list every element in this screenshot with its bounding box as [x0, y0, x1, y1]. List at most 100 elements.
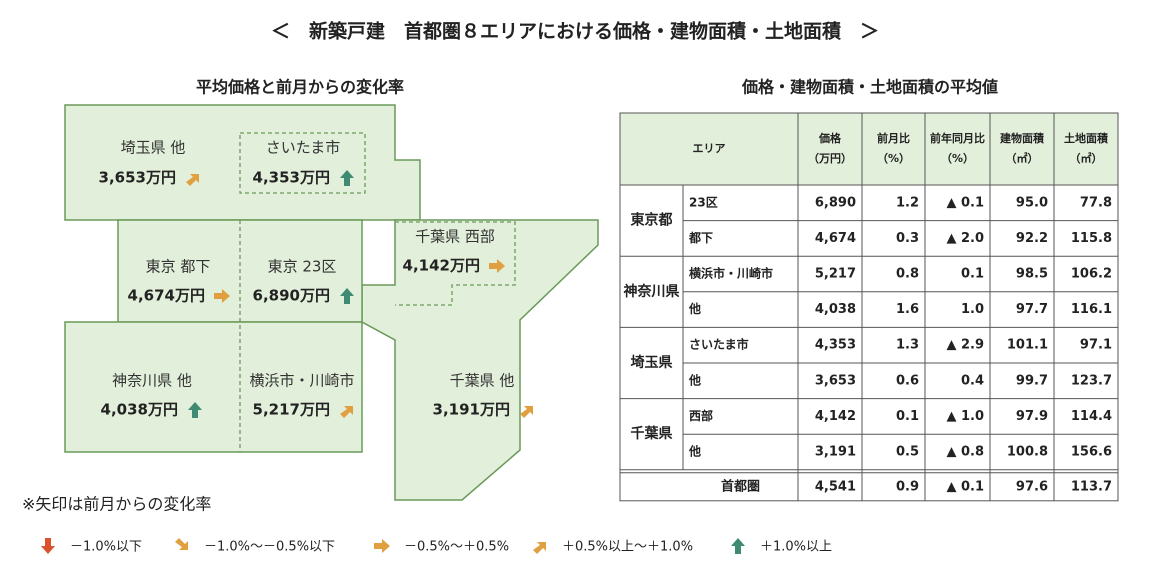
cell: 0.6 — [896, 373, 919, 388]
sub-area: 他 — [688, 301, 701, 316]
cell: 3,191 — [815, 445, 856, 460]
cell: 0.3 — [896, 231, 919, 246]
sub-area: 都下 — [688, 230, 713, 245]
area-name: 東京 都下 — [146, 258, 211, 276]
area-price: 4,674万円 — [128, 287, 205, 305]
area-name: 千葉県 他 — [450, 372, 515, 390]
legend-label: －0.5%〜＋0.5% — [404, 540, 509, 555]
cell: 92.2 — [1016, 231, 1048, 246]
cell: 95.0 — [1016, 195, 1048, 210]
area-name: さいたま市 — [266, 139, 341, 157]
cell: 100.8 — [1007, 445, 1048, 460]
cell: 114.4 — [1071, 409, 1112, 424]
sub-area: 横浜市・川崎市 — [689, 266, 773, 281]
header-cell: 土地面積 — [1064, 131, 1109, 145]
cell: 1.2 — [896, 195, 919, 210]
cell: 98.5 — [1016, 267, 1048, 282]
sub-area: 23区 — [689, 195, 718, 209]
note: ※矢印は前月からの変化率 — [22, 495, 211, 514]
cell: 116.1 — [1071, 302, 1112, 317]
saitama-city-border — [239, 132, 366, 194]
group-name: 神奈川県 — [624, 283, 680, 300]
header-cell: （万円） — [808, 152, 852, 165]
cell: 4,353 — [815, 338, 856, 353]
legend-label: －1.0%〜－0.5%以下 — [204, 540, 335, 555]
header-cell: 建物面積 — [1000, 131, 1045, 145]
area-name: 横浜市・川崎市 — [249, 372, 354, 390]
table-header-bg — [620, 113, 1118, 185]
cell: 1.0 — [961, 302, 984, 317]
cell: 0.5 — [896, 445, 919, 460]
cell: 0.8 — [896, 267, 919, 282]
cell: 6,890 — [815, 195, 856, 210]
legend-label: ＋0.5%以上〜＋1.0% — [562, 540, 693, 555]
sub-area: 他 — [688, 444, 701, 459]
cell: 5,217 — [815, 267, 856, 282]
area-price: 6,890万円 — [253, 287, 330, 305]
cell: 123.7 — [1071, 373, 1112, 388]
arrow-icon — [520, 406, 533, 418]
area-name: 東京 23区 — [268, 258, 337, 276]
arrow-icon — [533, 542, 546, 554]
chiba-west-border — [395, 221, 516, 306]
map-title: 平均価格と前月からの変化率 — [196, 78, 404, 97]
cell: 156.6 — [1071, 445, 1112, 460]
header-cell: 価格 — [818, 131, 842, 145]
sub-area: さいたま市 — [689, 337, 749, 352]
cell: 0.1 — [961, 267, 984, 282]
cell: 4,038 — [815, 302, 856, 317]
arrow-icon — [374, 539, 390, 553]
total-cell: 97.6 — [1016, 479, 1048, 494]
cell: 4,142 — [815, 409, 856, 424]
total-cell: 0.9 — [896, 479, 919, 494]
cell: 115.8 — [1071, 231, 1112, 246]
header-cell: 前月比 — [877, 131, 910, 145]
group-name: 埼玉県 — [631, 354, 673, 371]
cell: 4,674 — [815, 231, 856, 246]
cell: ▲ 2.9 — [946, 338, 984, 353]
sub-area: 西部 — [689, 408, 713, 423]
header-cell: 前年同月比 — [930, 131, 985, 145]
area-price: 5,217万円 — [253, 401, 330, 419]
legend-label: ＋1.0%以上 — [760, 540, 832, 555]
area-price: 4,353万円 — [253, 169, 330, 187]
cell: 106.2 — [1071, 267, 1112, 282]
group-name: 東京都 — [631, 212, 673, 229]
arrow-icon — [175, 538, 188, 550]
cell: 1.6 — [896, 302, 919, 317]
area-name: 神奈川県 他 — [112, 372, 192, 390]
total-cell: 4,541 — [815, 479, 856, 494]
area-price: 3,191万円 — [433, 401, 510, 419]
chiba-region — [361, 219, 599, 501]
arrow-icon — [731, 538, 745, 554]
cell: 1.3 — [896, 338, 919, 353]
header-cell: （㎡） — [1070, 151, 1103, 165]
header-cell: （%） — [941, 152, 974, 165]
arrow-icon — [41, 538, 55, 554]
cell: 97.9 — [1016, 409, 1048, 424]
cell: 77.8 — [1080, 195, 1112, 210]
header-cell: （%） — [877, 152, 910, 165]
area-price: 3,653万円 — [99, 169, 176, 187]
cell: 0.1 — [896, 409, 919, 424]
cell: 101.1 — [1007, 338, 1048, 353]
map — [64, 104, 599, 501]
legend-label: －1.0%以下 — [70, 540, 142, 555]
table-border — [619, 112, 1119, 502]
cell: 97.1 — [1080, 338, 1112, 353]
cell: 0.4 — [961, 373, 984, 388]
group-name: 千葉県 — [631, 425, 673, 442]
area-name: 埼玉県 他 — [121, 139, 186, 157]
kanagawa-region — [64, 321, 363, 453]
cell: ▲ 1.0 — [946, 409, 984, 424]
sub-area: 他 — [688, 372, 701, 387]
total-label: 首都圏 — [721, 478, 760, 494]
cell: 3,653 — [815, 373, 856, 388]
total-cell: ▲ 0.1 — [946, 479, 984, 494]
area-price: 4,142万円 — [403, 257, 480, 275]
area-name: 千葉県 西部 — [415, 228, 495, 246]
area-price: 4,038万円 — [101, 401, 178, 419]
saitama-region — [64, 104, 421, 221]
cell: ▲ 0.8 — [946, 445, 984, 460]
